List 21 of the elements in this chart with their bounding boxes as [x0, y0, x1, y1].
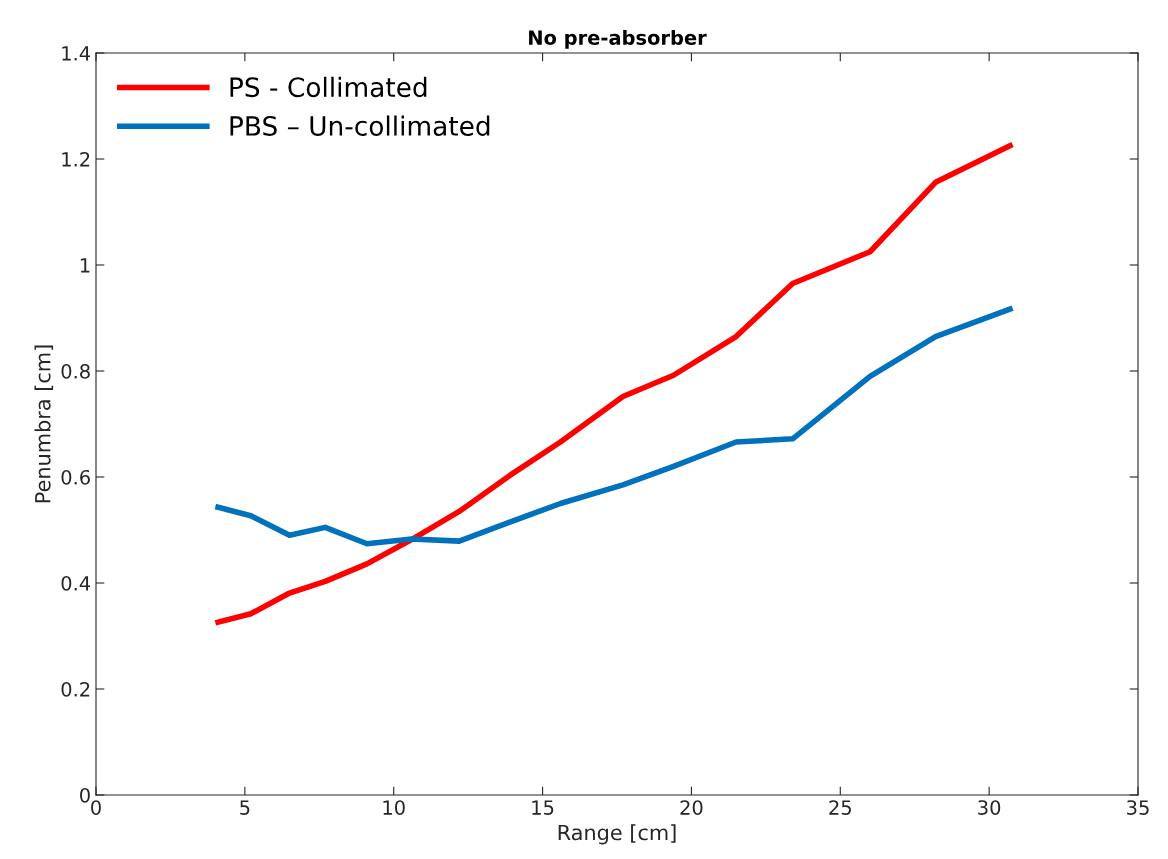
y-tick-label: 0	[80, 787, 90, 803]
x-tick-label: 15	[532, 800, 554, 815]
x-tick-label: 25	[829, 800, 851, 815]
legend-label: PBS – Un-collimated	[230, 115, 490, 136]
y-tick-label: 0.2	[61, 681, 90, 697]
y-axis-title: Penumbra [cm]	[34, 345, 54, 503]
y-tick-label: 1.2	[62, 151, 90, 167]
y-tick-label: 0.4	[61, 575, 91, 591]
y-tick-label: 1	[80, 258, 90, 273]
x-axis-title: Range [cm]	[558, 824, 676, 845]
y-tick-label: 0.6	[61, 469, 90, 485]
x-tick-label: 20	[680, 800, 703, 815]
x-tick-label: 5	[240, 800, 250, 815]
x-tick-label: 10	[383, 800, 405, 815]
chart-title: No pre-absorber	[529, 29, 707, 49]
y-tick-label: 0.8	[61, 363, 90, 379]
x-tick-label: 35	[1127, 800, 1149, 815]
x-tick-label: 30	[978, 800, 1001, 815]
y-tick-label: 1.4	[62, 46, 91, 61]
legend-label: PS - Collimated	[230, 76, 427, 98]
x-tick-label: 0	[91, 800, 101, 815]
